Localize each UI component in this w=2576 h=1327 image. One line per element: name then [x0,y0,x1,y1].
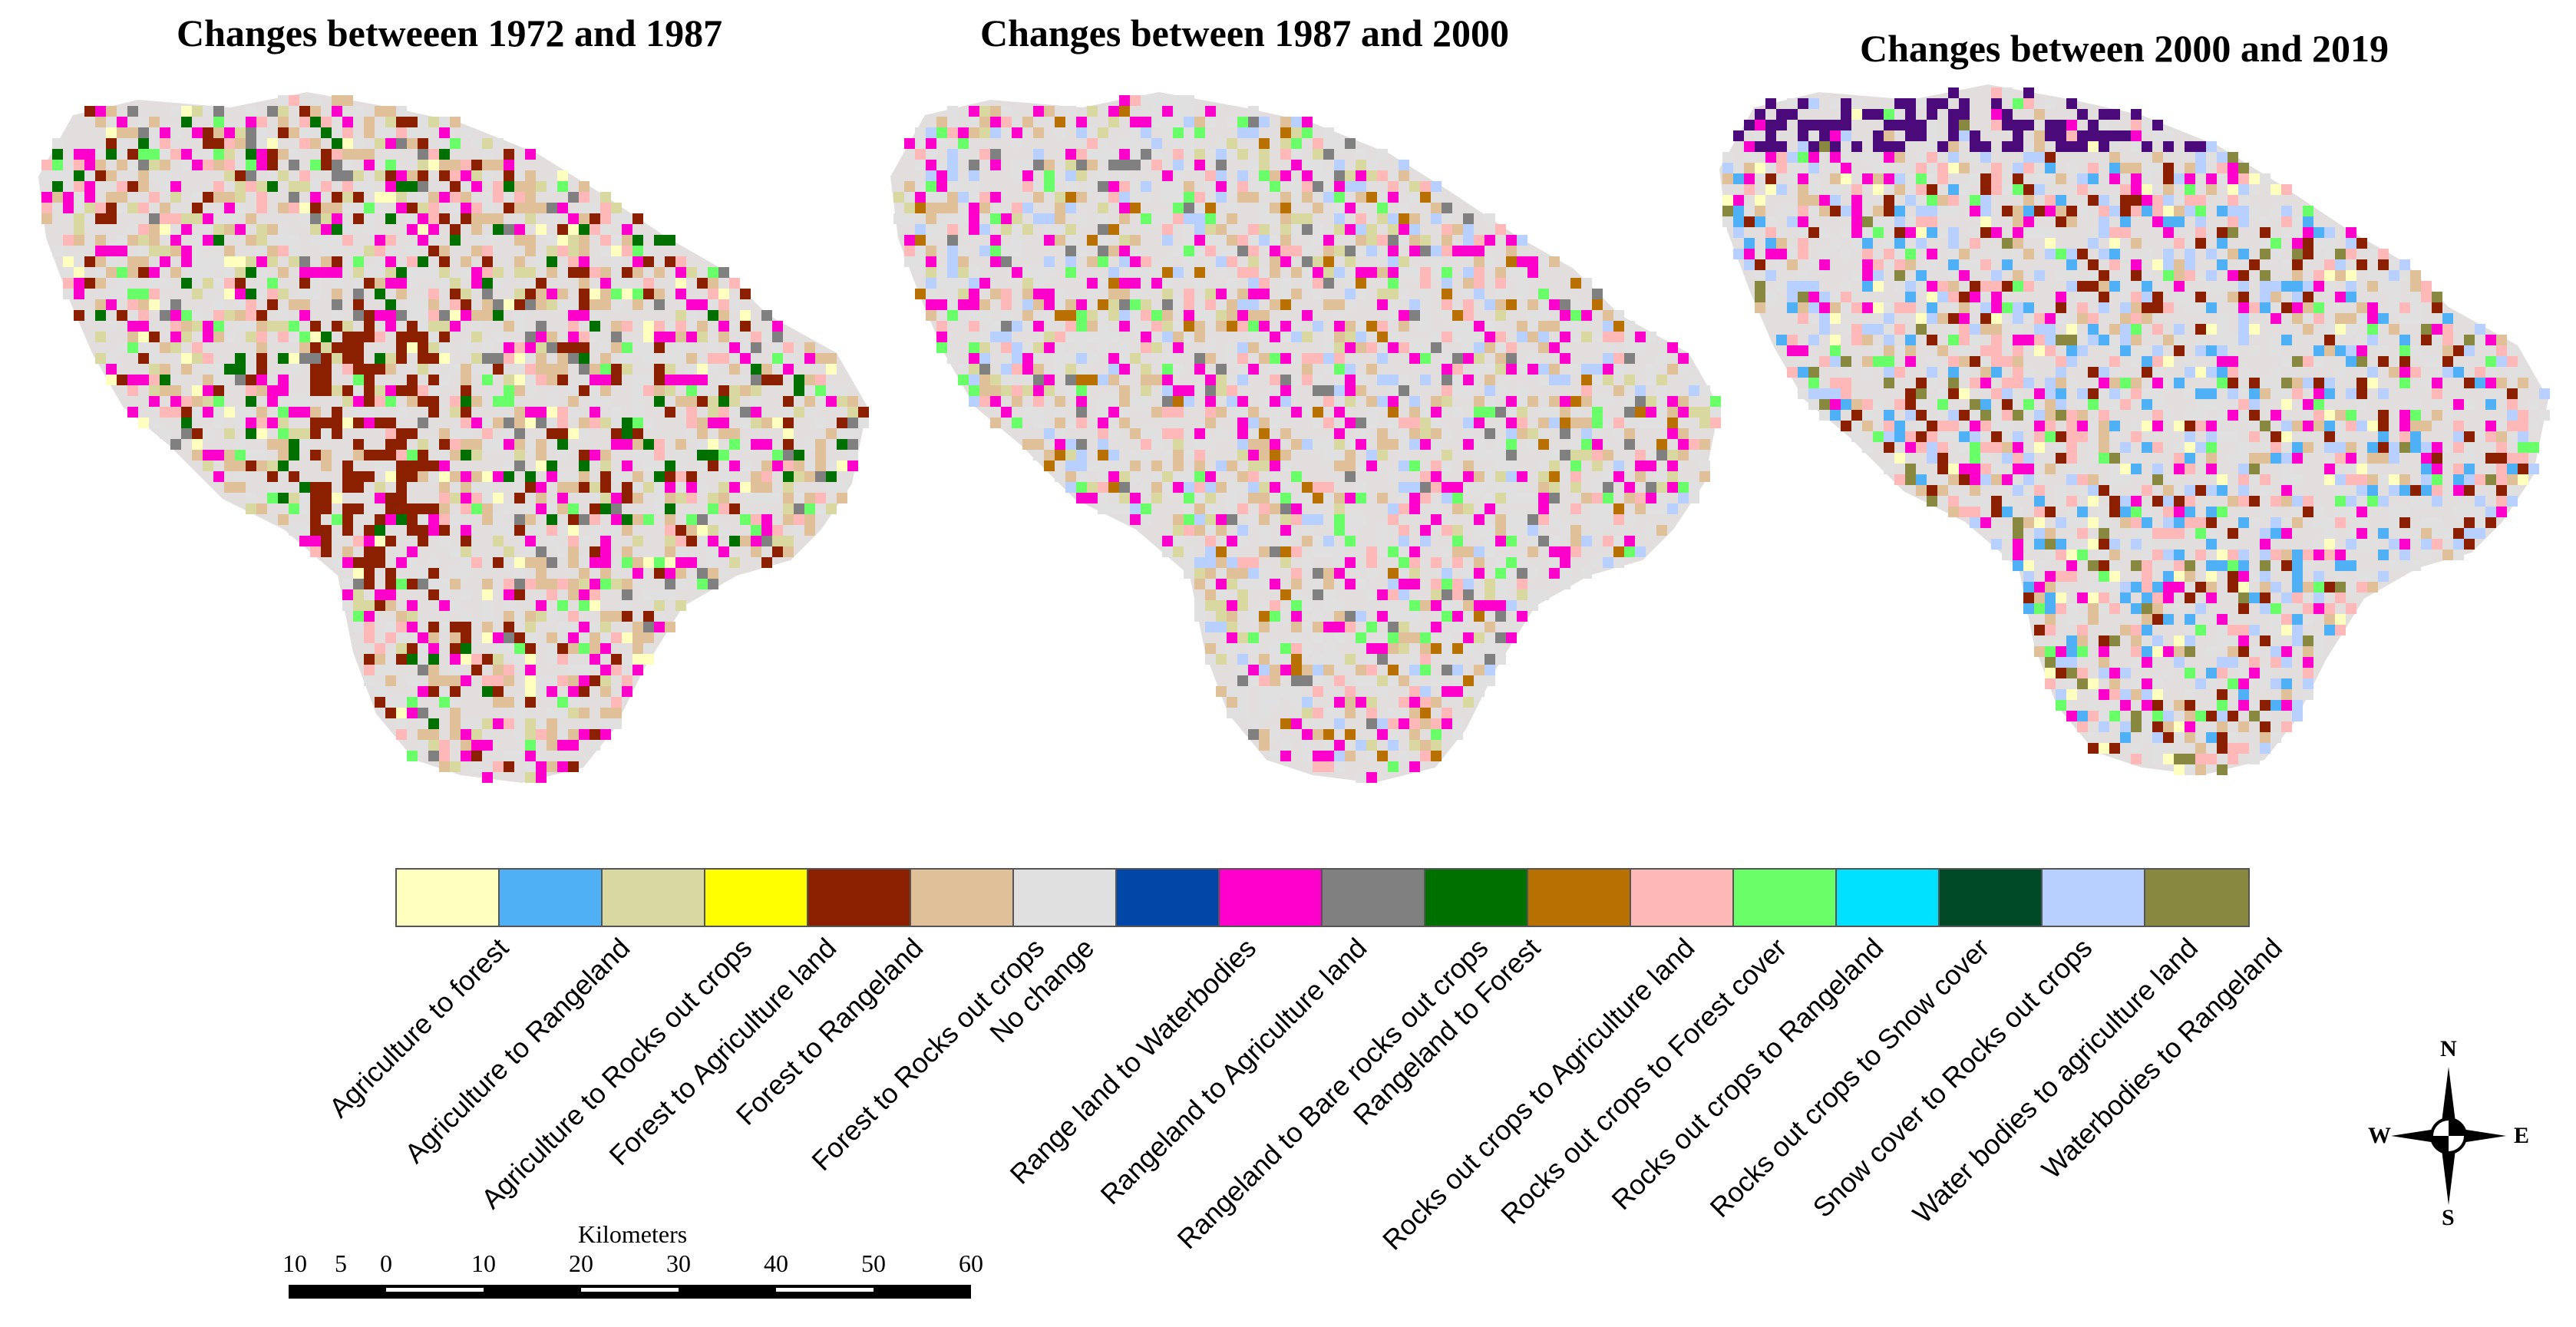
scale-tick-label: 60 [959,1249,983,1277]
legend-swatch [1117,870,1220,926]
scale-tick-label: 0 [380,1249,392,1277]
scale-tick-label: 10 [282,1249,307,1277]
scale-bar-graphic [289,1285,971,1299]
legend-swatch [1014,870,1117,926]
scale-tick-label: 20 [569,1249,593,1277]
scale-title: Kilometers [578,1220,688,1248]
legend-swatch [1528,870,1631,926]
compass-south-label: S [2442,1205,2455,1230]
scale-bar: Kilometers 10 5 0 10 20 30 40 50 60 [282,1220,1006,1312]
legend-swatch [1323,870,1425,926]
legend-swatch [1425,870,1528,926]
scale-tick-label: 50 [861,1249,886,1277]
legend-swatch [808,870,911,926]
scale-tick-label: 30 [666,1249,691,1277]
change-map-1987-2000 [890,92,1721,783]
compass-north-label: N [2440,1036,2457,1061]
map-title-1972-1987: Changes betweeen 1972 and 1987 [177,12,723,54]
legend-swatch [1837,870,1940,926]
scale-tick-label: 40 [764,1249,788,1277]
legend-swatch [911,870,1014,926]
legend-swatch [1631,870,1734,926]
scale-tick-label: 10 [471,1249,496,1277]
change-map-2000-2019 [1719,84,2550,775]
map-title-1987-2000: Changes between 1987 and 2000 [980,12,1509,54]
legend-swatch [705,870,808,926]
legend-color-bar [395,868,2250,927]
map-title-2000-2019: Changes between 2000 and 2019 [1860,27,2389,70]
legend-swatch [2043,870,2145,926]
change-map-1972-1987 [38,92,869,783]
legend-swatch [1734,870,1837,926]
legend-label: Forest to Rocks out crops [805,932,1051,1177]
legend-swatch [2145,870,2248,926]
legend-swatch [1940,870,2043,926]
north-arrow-compass: N S W E [2368,1036,2529,1230]
legend-swatch [603,870,705,926]
legend-swatch [397,870,500,926]
legend-label: Agriculture to Rangeland [398,932,636,1170]
scale-tick-label: 5 [335,1249,347,1277]
compass-east-label: E [2514,1123,2530,1148]
compass-rose-icon [2391,1067,2506,1205]
compass-west-label: W [2368,1123,2391,1148]
legend-swatch [1220,870,1323,926]
legend-swatch [500,870,603,926]
